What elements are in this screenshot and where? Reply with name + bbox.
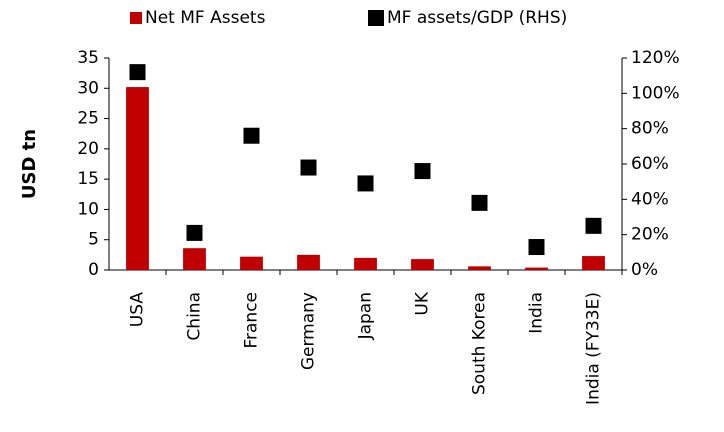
y-tick-label: 25 [77,109,99,129]
y-tick-label: 20 [77,139,99,159]
marker [471,194,488,211]
x-tick-label: USA [128,292,148,328]
y2-tick-label: 120% [631,48,680,68]
y2-tick-label: 40% [631,189,669,209]
marker [186,224,203,241]
marker [300,159,317,176]
x-tick-label: Germany [299,292,319,370]
y-axis-label: USD tn [19,129,40,199]
y-tick-label: 30 [77,78,99,98]
y2-tick-label: 80% [631,119,669,139]
x-tick-label: UK [413,291,433,315]
legend-swatch [130,12,142,24]
y-tick-label: 10 [77,199,99,219]
x-tick-label: France [242,292,262,349]
marker [528,239,545,256]
bar [411,259,434,270]
x-tick-label: India (FY33E) [584,292,604,405]
bar [126,87,149,271]
bar [525,267,548,270]
marker [585,217,602,234]
bar [240,256,263,270]
y2-tick-label: 20% [631,225,669,245]
legend-label: MF assets/GDP (RHS) [387,8,567,28]
y-tick-label: 0 [88,260,99,280]
marker [129,64,146,81]
x-tick-label: China [185,292,205,341]
x-tick-label: South Korea [470,292,490,395]
y-tick-label: 15 [77,169,99,189]
bar [354,257,377,270]
y-tick-label: 5 [88,230,99,250]
y2-tick-label: 100% [631,83,680,103]
marker [357,175,374,192]
y2-tick-label: 60% [631,154,669,174]
marker [414,163,431,180]
bar [468,266,491,270]
bar [183,248,206,270]
legend-swatch [368,10,384,26]
y2-tick-label: 0% [631,260,658,280]
bar [582,256,605,270]
legend-label: Net MF Assets [145,8,266,28]
x-tick-label: India [527,292,547,334]
marker [243,127,260,144]
bar [297,254,320,270]
x-tick-label: Japan [356,292,376,340]
y-tick-label: 35 [77,48,99,68]
